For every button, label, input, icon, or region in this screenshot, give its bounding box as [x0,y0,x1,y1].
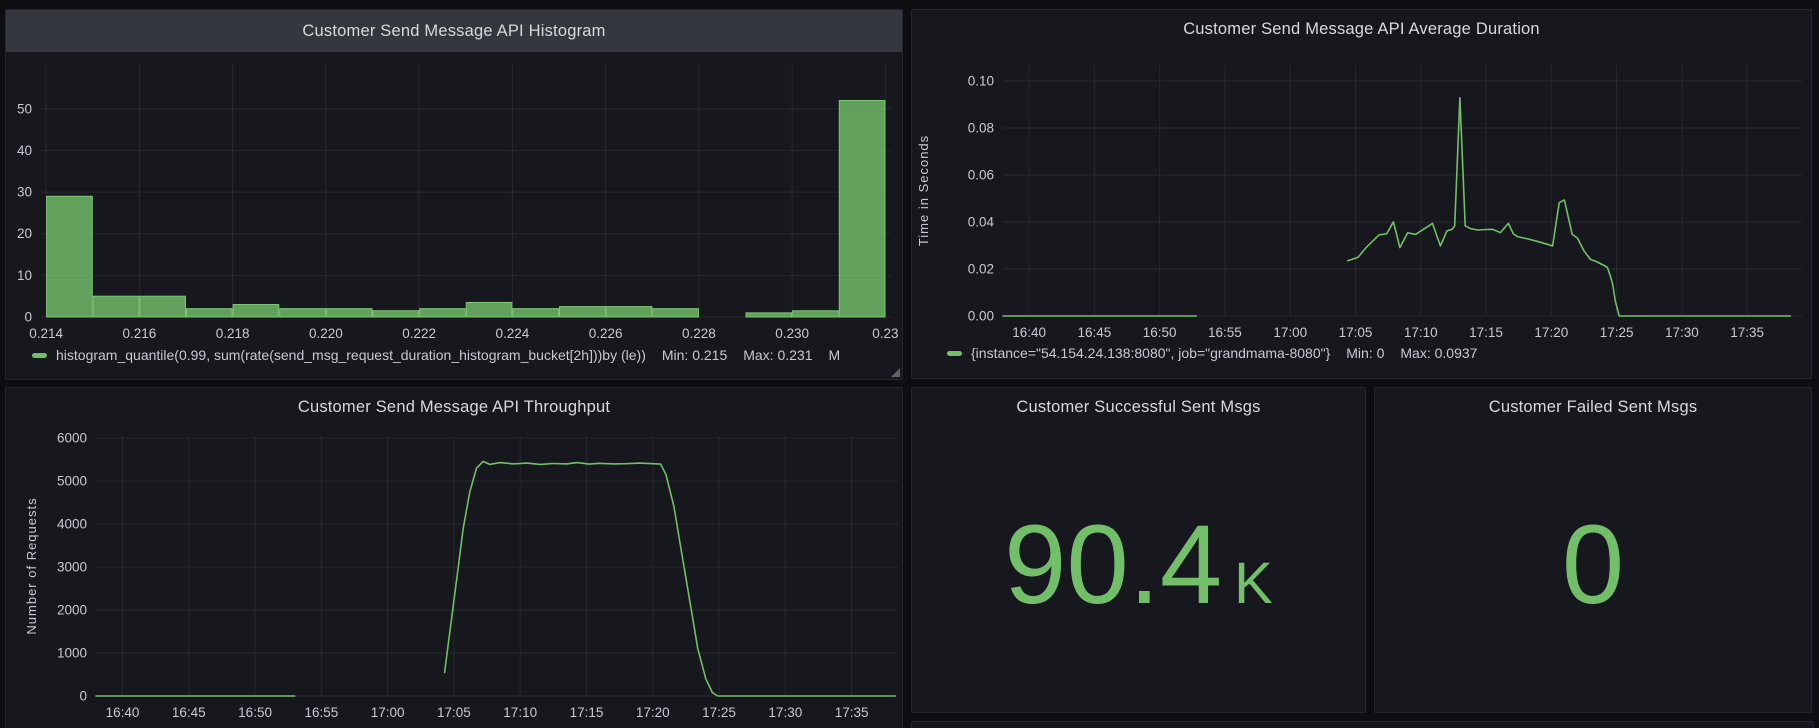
svg-text:0.226: 0.226 [589,326,623,341]
svg-text:0.220: 0.220 [309,326,343,341]
svg-text:4000: 4000 [57,517,87,532]
legend-min: Min: 0 [1346,345,1385,361]
svg-text:0.02: 0.02 [968,261,994,276]
svg-text:0.08: 0.08 [968,120,994,135]
svg-text:17:20: 17:20 [1534,325,1568,340]
svg-text:3000: 3000 [57,560,87,575]
legend-swatch[interactable] [947,350,962,356]
svg-text:16:50: 16:50 [1143,325,1177,340]
svg-text:17:20: 17:20 [636,705,670,720]
next-row-panel-edge [911,721,1814,728]
svg-text:5000: 5000 [57,474,87,489]
svg-text:17:30: 17:30 [768,705,802,720]
svg-text:17:15: 17:15 [1469,325,1503,340]
panel-stat-failed: Customer Failed Sent Msgs 0 [1374,387,1812,713]
panel-resize-handle[interactable] [891,368,900,377]
svg-text:0.10: 0.10 [968,73,994,88]
svg-text:0.230: 0.230 [775,326,809,341]
panel-title: Customer Successful Sent Msgs [1016,397,1261,416]
svg-text:50: 50 [17,101,32,116]
svg-text:0.04: 0.04 [968,214,995,229]
stat-number: 90.4 [1004,502,1223,627]
panel-title: Customer Send Message API Average Durati… [1183,19,1540,38]
svg-text:16:40: 16:40 [1012,325,1046,340]
legend-swatch[interactable] [32,352,47,358]
svg-text:0: 0 [24,310,32,325]
panel-header-histogram[interactable]: Customer Send Message API Histogram [6,10,902,52]
svg-text:17:05: 17:05 [437,705,471,720]
svg-text:0.00: 0.00 [968,309,994,324]
svg-text:16:55: 16:55 [1208,325,1242,340]
svg-text:10: 10 [17,268,32,283]
panel-header-stat-success[interactable]: Customer Successful Sent Msgs [912,388,1365,426]
legend-max: Max: 0.0937 [1400,345,1478,361]
histogram-chart[interactable]: 0.214 0.216 0.218 0.220 0.222 0.224 0.226 0.228… [6,10,904,381]
svg-text:17:10: 17:10 [503,705,537,720]
svg-text:17:35: 17:35 [835,705,869,720]
stat-value-success: 90.4 K [912,418,1365,712]
legend-min: Min: 0.215 [661,347,728,363]
svg-text:17:00: 17:00 [371,705,405,720]
svg-text:0.224: 0.224 [495,326,529,341]
legend-clipped-text: M [828,347,841,363]
panel-title: Customer Send Message API Histogram [302,21,606,40]
legend-series-name[interactable]: histogram_quantile(0.99, sum(rate(send_m… [56,347,646,363]
svg-text:17:10: 17:10 [1404,325,1438,340]
panel-title: Customer Failed Sent Msgs [1488,397,1698,416]
svg-text:17:15: 17:15 [570,705,604,720]
svg-text:0.218: 0.218 [216,326,250,341]
svg-text:6000: 6000 [57,431,87,446]
svg-text:16:55: 16:55 [304,705,338,720]
svg-text:0.06: 0.06 [968,167,994,182]
svg-text:16:45: 16:45 [172,705,206,720]
svg-text:17:30: 17:30 [1665,325,1699,340]
legend-max: Max: 0.231 [743,347,813,363]
svg-text:17:25: 17:25 [1600,325,1634,340]
svg-text:0: 0 [79,689,87,704]
legend-series-name[interactable]: {instance="54.154.24.138:8080", job="gra… [971,345,1331,361]
svg-text:2000: 2000 [57,603,87,618]
svg-text:0.228: 0.228 [682,326,716,341]
stat-number: 0 [1561,502,1625,627]
panel-avg-duration: Customer Send Message API Average Durati… [911,9,1812,379]
avg-duration-legend: {instance="54.154.24.138:8080", job="gra… [947,345,1803,361]
svg-text:16:50: 16:50 [238,705,272,720]
panel-histogram: Customer Send Message API Histogram 0.21… [5,9,903,380]
svg-text:17:00: 17:00 [1273,325,1307,340]
svg-text:30: 30 [17,185,32,200]
svg-text:17:05: 17:05 [1339,325,1373,340]
panel-header-stat-failed[interactable]: Customer Failed Sent Msgs [1375,388,1811,426]
svg-text:17:35: 17:35 [1730,325,1764,340]
panel-header-avg-duration[interactable]: Customer Send Message API Average Durati… [912,10,1811,48]
svg-text:17:25: 17:25 [702,705,736,720]
avg-duration-chart[interactable]: 16:40 16:45 16:50 16:55 17:00 17:05 17:10 17:15… [912,10,1813,380]
stat-value-failed: 0 [1375,418,1811,712]
svg-text:0.222: 0.222 [402,326,436,341]
svg-text:40: 40 [17,143,32,158]
panel-title: Customer Send Message API Throughput [297,397,611,416]
panel-header-throughput[interactable]: Customer Send Message API Throughput [6,388,902,426]
histogram-legend: histogram_quantile(0.99, sum(rate(send_m… [32,347,894,363]
svg-text:1000: 1000 [57,646,87,661]
throughput-chart[interactable]: 16:40 16:45 16:50 16:55 17:00 17:05 17:10 17:15… [6,388,904,728]
panel-throughput: Customer Send Message API Throughput 16:… [5,387,903,728]
svg-text:20: 20 [17,226,32,241]
svg-text:16:45: 16:45 [1077,325,1111,340]
stat-unit-suffix: K [1234,551,1273,616]
svg-text:Number of Requests: Number of Requests [24,497,39,634]
svg-text:0.216: 0.216 [122,326,156,341]
svg-text:16:40: 16:40 [106,705,140,720]
svg-text:Time in Seconds: Time in Seconds [916,135,931,246]
panel-stat-success: Customer Successful Sent Msgs 90.4 K [911,387,1366,713]
svg-text:0.214: 0.214 [29,326,63,341]
svg-text:0.23: 0.23 [872,326,898,341]
